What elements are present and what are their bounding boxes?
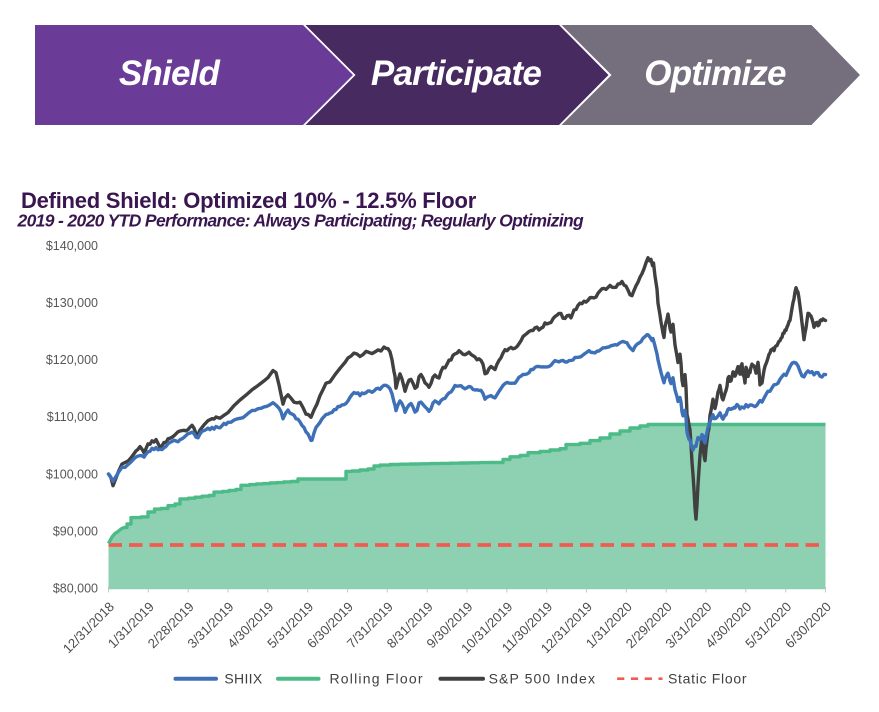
svg-text:S&P 500 Index: S&P 500 Index [489,671,596,687]
svg-text:2019 - 2020 YTD Performance: A: 2019 - 2020 YTD Performance: Always Part… [17,211,585,231]
svg-text:$100,000: $100,000 [46,467,98,481]
svg-text:$130,000: $130,000 [46,296,98,310]
svg-text:12/31/2018: 12/31/2018 [60,599,117,656]
svg-text:Defined Shield: Optimized 10%: Defined Shield: Optimized 10% - 12.5% Fl… [21,188,477,213]
svg-text:SHIIX: SHIIX [224,671,262,687]
svg-text:Rolling Floor: Rolling Floor [330,671,424,687]
svg-text:$110,000: $110,000 [47,410,98,424]
svg-text:Shield: Shield [119,54,221,93]
svg-text:Optimize: Optimize [644,54,786,93]
svg-text:Participate: Participate [371,54,541,93]
svg-text:$120,000: $120,000 [46,353,98,367]
svg-text:Static Floor: Static Floor [668,671,747,687]
svg-text:$90,000: $90,000 [53,524,98,538]
svg-text:$140,000: $140,000 [46,239,98,253]
svg-text:$80,000: $80,000 [53,582,98,596]
